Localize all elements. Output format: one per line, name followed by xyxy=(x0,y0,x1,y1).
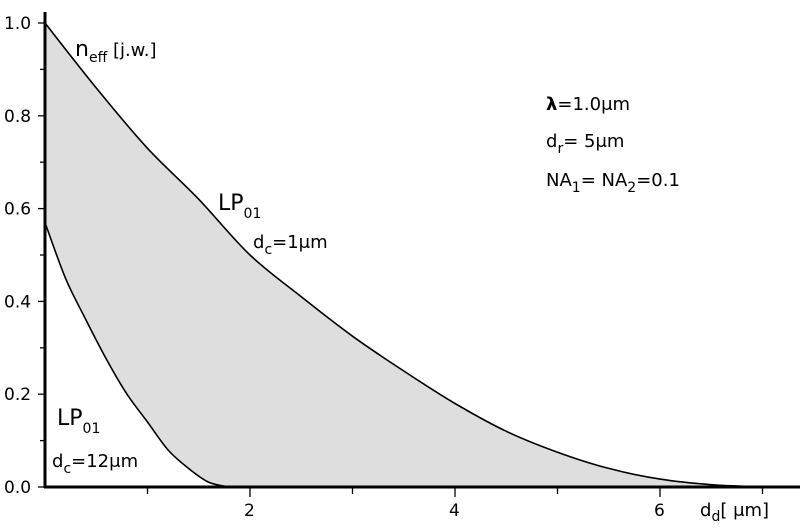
x-tick-label: 2 xyxy=(244,501,255,521)
y-axis-label: neff [j.w.] xyxy=(75,37,157,66)
shaded-region xyxy=(45,23,763,487)
y-tick-label: 0.4 xyxy=(4,292,31,312)
y-tick-label: 1.0 xyxy=(4,14,31,34)
series-1-label: LP01 xyxy=(218,191,261,222)
param-na: NA1= NA2=0.1 xyxy=(546,170,680,196)
x-axis-label: dd[ μm] xyxy=(700,500,769,525)
x-tick-label: 6 xyxy=(654,501,665,521)
y-tick-label: 0.6 xyxy=(4,200,31,220)
param-dr: dr= 5μm xyxy=(546,131,624,157)
series-1-param: dc=1μm xyxy=(253,232,328,258)
y-ticks: 0.0 0.2 0.4 0.6 0.8 1.0 xyxy=(4,14,45,498)
y-tick-label: 0.8 xyxy=(4,107,31,127)
x-ticks: 2 4 6 xyxy=(146,487,764,521)
curve-lp01-dc-12um xyxy=(44,222,230,488)
y-tick-label: 0.0 xyxy=(4,478,31,498)
y-axis: 0.0 0.2 0.4 0.6 0.8 1.0 xyxy=(4,12,47,498)
curve-lp01-dc-1um xyxy=(44,22,763,488)
x-tick-label: 4 xyxy=(449,501,460,521)
param-wavelength: λ=1.0μm xyxy=(546,94,630,115)
series-2-param: dc=12μm xyxy=(52,451,138,477)
x-axis: 2 4 6 xyxy=(44,485,800,521)
y-tick-label: 0.2 xyxy=(4,385,31,405)
series-2-label: LP01 xyxy=(57,406,100,437)
